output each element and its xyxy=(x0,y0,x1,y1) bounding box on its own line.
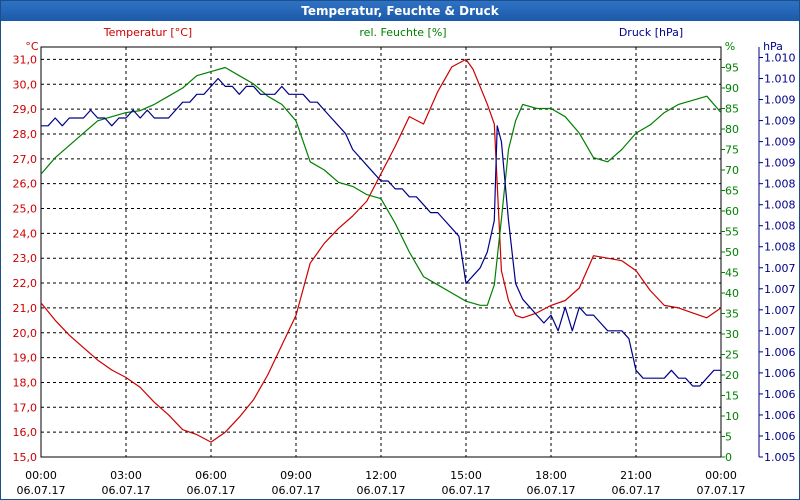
humidity-tick-label: 70 xyxy=(725,164,739,177)
date-tick-label: 06.07.17 xyxy=(527,484,576,497)
pressure-tick-label: 1.007 xyxy=(764,304,796,317)
pressure-tick-label: 1.006 xyxy=(764,409,796,422)
pressure-tick-label: 1.008 xyxy=(764,199,796,212)
temperature-axis-label: Temperatur [°C] xyxy=(103,26,192,39)
time-tick-label: 03:00 xyxy=(110,469,142,482)
pressure-tick-label: 1.008 xyxy=(764,241,796,254)
temperature-tick-label: 17,0 xyxy=(13,401,38,414)
date-tick-label: 06.07.17 xyxy=(102,484,151,497)
temperature-tick-label: 20,0 xyxy=(13,327,38,340)
pressure-tick-label: 1.006 xyxy=(764,388,796,401)
humidity-tick-label: 80 xyxy=(725,123,739,136)
time-tick-label: 21:00 xyxy=(620,469,652,482)
humidity-tick-label: 60 xyxy=(725,205,739,218)
humidity-tick-label: 85 xyxy=(725,103,739,116)
humidity-tick-label: 95 xyxy=(725,62,739,75)
humidity-tick-label: 0 xyxy=(725,451,732,464)
time-tick-label: 00:00 xyxy=(25,469,57,482)
humidity-ticks: 0 5 10 15 20 25 30 35 40 45 50 55 60 65 70 75 80 85 90 95 xyxy=(721,62,739,464)
pressure-tick-label: 1.009 xyxy=(764,136,796,149)
time-ticks: 00:00 06.07.17 03:00 06.07.17 06:00 06.07.17 0… xyxy=(17,469,746,497)
series-humidity-line xyxy=(40,66,722,306)
temperature-tick-label: 31,0 xyxy=(13,53,38,66)
humidity-tick-label: 15 xyxy=(725,390,739,403)
series-temperature-line xyxy=(40,58,722,443)
time-tick-label: 18:00 xyxy=(535,469,567,482)
time-tick-label: 09:00 xyxy=(280,469,312,482)
temperature-tick-label: 26,0 xyxy=(13,178,38,191)
temperature-tick-label: 27,0 xyxy=(13,153,38,166)
series-lines xyxy=(40,58,722,443)
humidity-tick-label: 50 xyxy=(725,246,739,259)
temperature-tick-label: 25,0 xyxy=(13,203,38,216)
humidity-tick-label: 45 xyxy=(725,267,739,280)
humidity-tick-label: 65 xyxy=(725,185,739,198)
temperature-tick-label: 18,0 xyxy=(13,376,38,389)
temperature-tick-label: 16,0 xyxy=(13,426,38,439)
pressure-tick-label: 1.010 xyxy=(764,73,796,86)
date-tick-label: 07.07.17 xyxy=(697,484,746,497)
humidity-tick-label: 90 xyxy=(725,82,739,95)
temperature-tick-label: 23,0 xyxy=(13,252,38,265)
humidity-tick-label: 20 xyxy=(725,369,739,382)
humidity-tick-label: 35 xyxy=(725,308,739,321)
pressure-tick-label: 1.009 xyxy=(764,115,796,128)
time-tick-label: 15:00 xyxy=(450,469,482,482)
window-title: Temperatur, Feuchte & Druck xyxy=(1,1,799,21)
date-tick-label: 06.07.17 xyxy=(187,484,236,497)
humidity-unit: % xyxy=(725,40,735,53)
humidity-tick-label: 55 xyxy=(725,226,739,239)
temperature-tick-label: 30,0 xyxy=(13,78,38,91)
series-pressure-line xyxy=(41,77,721,387)
pressure-axis-label: Druck [hPa] xyxy=(619,26,683,39)
temperature-tick-label: 15,0 xyxy=(13,451,38,464)
date-tick-label: 06.07.17 xyxy=(357,484,406,497)
pressure-tick-label: 1.007 xyxy=(764,283,796,296)
pressure-tick-label: 1.007 xyxy=(764,325,796,338)
temperature-unit: °C xyxy=(25,40,39,53)
humidity-tick-label: 10 xyxy=(725,410,739,423)
pressure-unit: hPa xyxy=(763,40,783,53)
pressure-ticks: 1.005 1.006 1.006 1.006 1.006 1.006 1.007 1.007… xyxy=(758,47,796,464)
temperature-tick-label: 24,0 xyxy=(13,227,38,240)
pressure-tick-label: 1.006 xyxy=(764,367,796,380)
grid xyxy=(41,47,721,457)
pressure-tick-label: 1.006 xyxy=(764,430,796,443)
humidity-tick-label: 30 xyxy=(725,328,739,341)
temperature-tick-label: 19,0 xyxy=(13,352,38,365)
pressure-tick-label: 1.009 xyxy=(764,157,796,170)
temperature-tick-label: 29,0 xyxy=(13,103,38,116)
date-tick-label: 06.07.17 xyxy=(612,484,661,497)
humidity-tick-label: 5 xyxy=(725,431,732,444)
humidity-tick-label: 75 xyxy=(725,144,739,157)
pressure-tick-label: 1.006 xyxy=(764,346,796,359)
temperature-tick-label: 21,0 xyxy=(13,302,38,315)
temperature-tick-label: 22,0 xyxy=(13,277,38,290)
humidity-axis-label: rel. Feuchte [%] xyxy=(359,26,446,39)
pressure-tick-label: 1.009 xyxy=(764,94,796,107)
pressure-tick-label: 1.005 xyxy=(764,451,796,464)
temperature-ticks: 15,0 16,0 17,0 18,0 19,0 20,0 21,0 22,0 23,0 24,0… xyxy=(13,53,38,464)
pressure-tick-label: 1.010 xyxy=(764,52,796,65)
time-tick-label: 00:00 xyxy=(705,469,737,482)
temperature-tick-label: 28,0 xyxy=(13,128,38,141)
pressure-tick-label: 1.008 xyxy=(764,178,796,191)
date-tick-label: 06.07.17 xyxy=(272,484,321,497)
humidity-tick-label: 40 xyxy=(725,287,739,300)
time-tick-label: 12:00 xyxy=(365,469,397,482)
time-tick-label: 06:00 xyxy=(195,469,227,482)
pressure-tick-label: 1.007 xyxy=(764,262,796,275)
date-tick-label: 06.07.17 xyxy=(17,484,66,497)
humidity-tick-label: 25 xyxy=(725,349,739,362)
pressure-tick-label: 1.008 xyxy=(764,220,796,233)
date-tick-label: 06.07.17 xyxy=(442,484,491,497)
